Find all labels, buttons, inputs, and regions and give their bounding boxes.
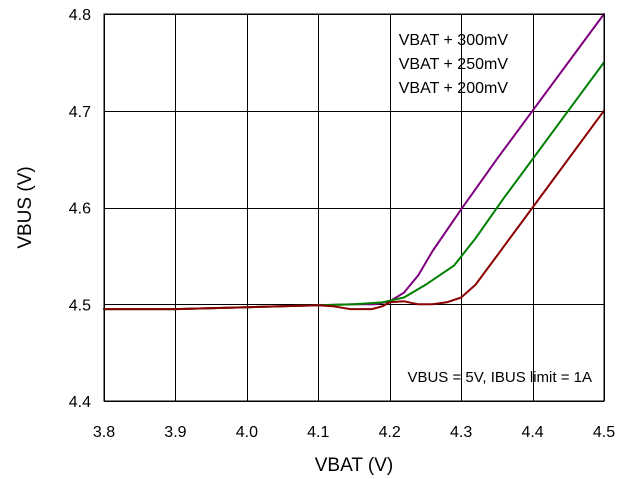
x-axis-title: VBAT (V) [315, 455, 393, 476]
conditions-annotation: VBUS = 5V, IBUS limit = 1A [407, 369, 592, 386]
series-line-1 [103, 61, 605, 311]
series-line-0 [103, 13, 605, 311]
y-tick-label: 4.8 [69, 7, 91, 24]
y-axis-title: VBUS (V) [15, 166, 36, 248]
x-tick-label: 4.1 [307, 424, 329, 441]
y-tick-label: 4.6 [69, 201, 91, 218]
x-tick-label: 3.8 [93, 424, 115, 441]
x-tick-label: 3.9 [164, 424, 186, 441]
legend-entry-1: VBAT + 250mV [399, 56, 509, 73]
y-tick-label: 4.4 [69, 394, 91, 411]
x-tick-label: 4.0 [236, 424, 258, 441]
grid [104, 14, 605, 402]
x-tick-label: 4.4 [521, 424, 543, 441]
y-tick-label: 4.5 [69, 297, 91, 314]
x-tick-label: 4.2 [379, 424, 401, 441]
x-axis-tick-labels: 3.8 3.9 4.0 4.1 4.2 4.3 4.4 4.5 [93, 424, 615, 441]
y-tick-label: 4.7 [69, 104, 91, 121]
series-lines [103, 13, 605, 311]
plot-frame [103, 13, 605, 402]
legend-entry-2: VBAT + 200mV [399, 80, 509, 97]
legend: VBAT + 300mV VBAT + 250mV VBAT + 200mV [399, 32, 509, 97]
y-axis-tick-labels: 4.4 4.5 4.6 4.7 4.8 [69, 7, 91, 411]
x-tick-label: 4.3 [450, 424, 472, 441]
legend-entry-0: VBAT + 300mV [399, 32, 509, 49]
series-line-2 [103, 109, 605, 311]
x-tick-label: 4.5 [593, 424, 615, 441]
